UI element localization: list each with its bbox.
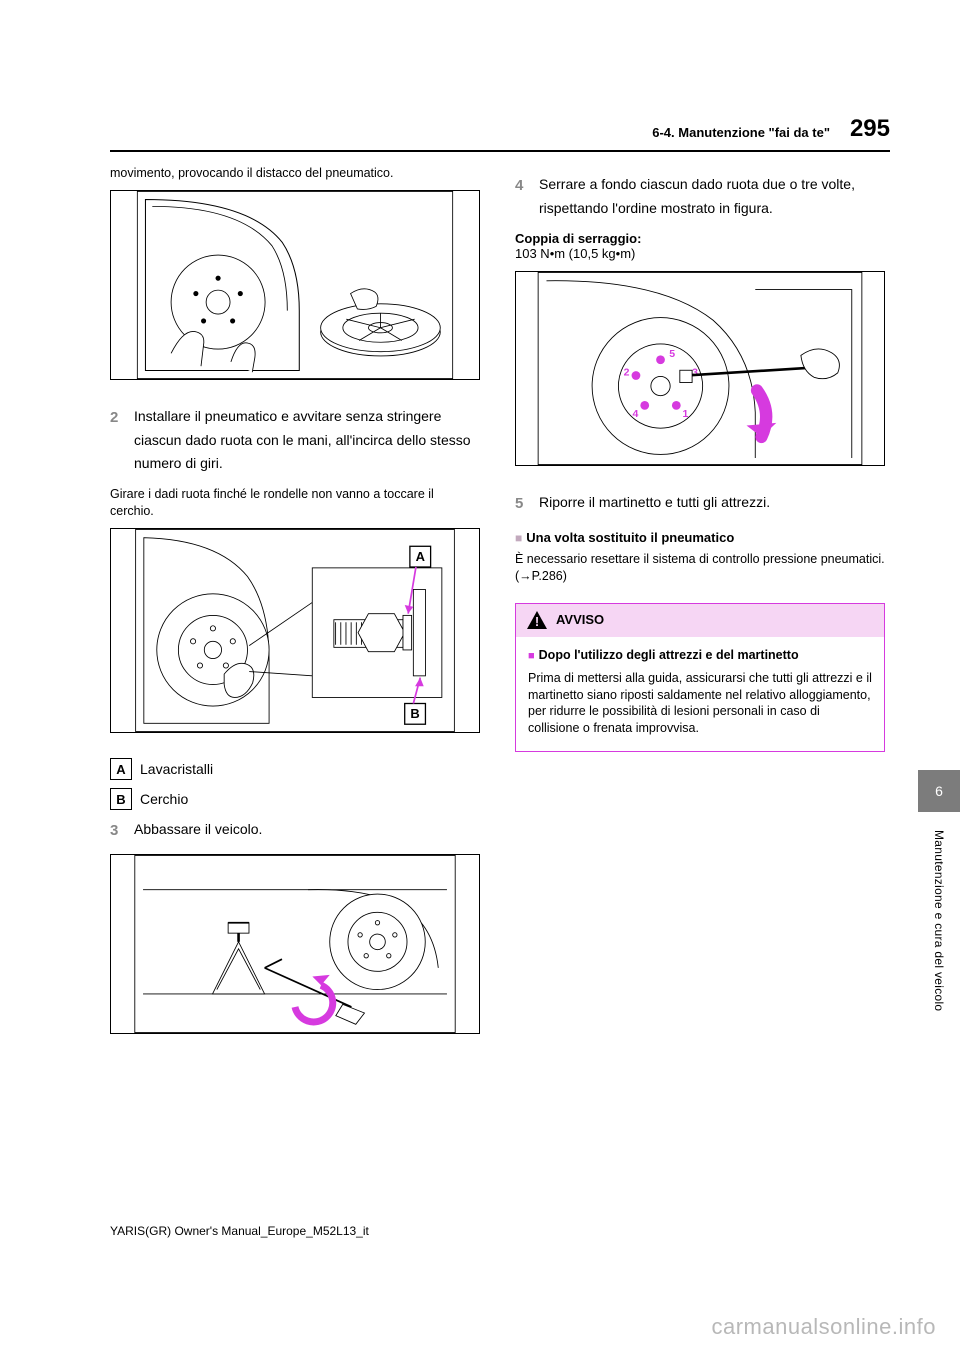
right-column: 4 Serrare a fondo ciascun dado ruota due… bbox=[515, 165, 885, 1051]
figure-remove-wheel bbox=[110, 190, 480, 380]
warning-subtitle: ■Dopo l'utilizzo degli attrezzi e del ma… bbox=[528, 647, 872, 664]
figure-torque-sequence: 5 3 1 4 2 bbox=[515, 271, 885, 466]
left-column: movimento, provocando il distacco del pn… bbox=[110, 165, 480, 1051]
step-2: 2 Installare il pneumatico e avvitare se… bbox=[110, 405, 480, 476]
square-bullet-icon: ■ bbox=[528, 650, 535, 662]
step-5-text: Riporre il martinetto e tutti gli attrez… bbox=[539, 491, 770, 517]
page-number: 295 bbox=[850, 115, 890, 143]
step-3-text: Abbassare il veicolo. bbox=[134, 818, 262, 844]
content-columns: movimento, provocando il distacco del pn… bbox=[110, 165, 890, 1051]
square-bullet-icon: ■ bbox=[515, 531, 522, 545]
header-rule bbox=[110, 150, 890, 152]
legend-b: B Cerchio bbox=[110, 788, 480, 810]
svg-text:1: 1 bbox=[682, 407, 688, 419]
step-3: 3 Abbassare il veicolo. bbox=[110, 818, 480, 844]
torque-label: Coppia di serraggio: bbox=[515, 231, 885, 246]
svg-text:3: 3 bbox=[692, 366, 698, 378]
watermark: carmanualsonline.info bbox=[711, 1314, 936, 1340]
intro-caption: movimento, provocando il distacco del pn… bbox=[110, 165, 480, 182]
svg-text:A: A bbox=[416, 549, 425, 564]
svg-text:B: B bbox=[410, 706, 419, 721]
step-5: 5 Riporre il martinetto e tutti gli attr… bbox=[515, 491, 885, 517]
manual-page: 295 6-4. Manutenzione "fai da te" movime… bbox=[0, 0, 960, 1358]
warning-title: AVVISO bbox=[556, 612, 604, 627]
svg-text:2: 2 bbox=[624, 366, 630, 378]
step-2-text: Installare il pneumatico e avvitare senz… bbox=[134, 405, 480, 476]
legend-a: A Lavacristalli bbox=[110, 758, 480, 780]
svg-text:!: ! bbox=[535, 614, 539, 629]
warning-icon: ! bbox=[526, 610, 548, 630]
warning-header: ! AVVISO bbox=[516, 604, 884, 637]
step-3-number: 3 bbox=[110, 818, 134, 844]
legend-b-box: B bbox=[110, 788, 132, 810]
chapter-side-text: Manutenzione e cura del veicolo bbox=[932, 830, 946, 1011]
figure-washer-rim: A B bbox=[110, 528, 480, 733]
step-2-caption: Girare i dadi ruota finché le rondelle n… bbox=[110, 486, 480, 520]
warning-text: Prima di mettersi alla guida, assicurars… bbox=[528, 670, 872, 738]
step-5-number: 5 bbox=[515, 491, 539, 517]
section-header: 6-4. Manutenzione "fai da te" bbox=[652, 125, 830, 140]
note-heading: ■Una volta sostituito il pneumatico bbox=[515, 530, 885, 545]
step-4: 4 Serrare a fondo ciascun dado ruota due… bbox=[515, 173, 885, 221]
step-2-number: 2 bbox=[110, 405, 134, 476]
legend-b-text: Cerchio bbox=[140, 791, 188, 807]
legend-a-text: Lavacristalli bbox=[140, 761, 213, 777]
figure-lower-jack bbox=[110, 854, 480, 1034]
svg-text:5: 5 bbox=[669, 348, 675, 360]
warning-box: ! AVVISO ■Dopo l'utilizzo degli attrezzi… bbox=[515, 603, 885, 752]
step-4-number: 4 bbox=[515, 173, 539, 221]
warning-body: ■Dopo l'utilizzo degli attrezzi e del ma… bbox=[516, 637, 884, 751]
footer-text: YARIS(GR) Owner's Manual_Europe_M52L13_i… bbox=[110, 1224, 369, 1238]
step-4-text: Serrare a fondo ciascun dado ruota due o… bbox=[539, 173, 885, 221]
legend-a-box: A bbox=[110, 758, 132, 780]
torque-value: 103 N•m (10,5 kg•m) bbox=[515, 246, 885, 261]
svg-text:4: 4 bbox=[632, 407, 638, 419]
chapter-tab: 6 bbox=[918, 770, 960, 812]
note-text: È necessario resettare il sistema di con… bbox=[515, 551, 885, 585]
